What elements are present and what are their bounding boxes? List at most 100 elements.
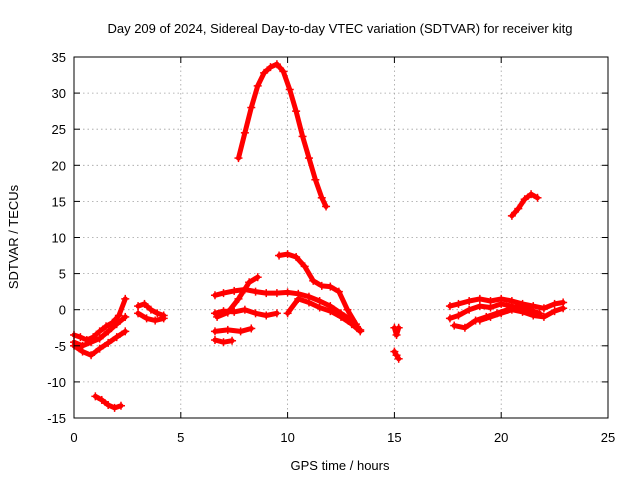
data-point [445, 314, 454, 323]
x-tick-label: 25 [601, 430, 615, 445]
data-point [292, 107, 301, 116]
y-tick-label: -5 [54, 339, 66, 354]
y-tick-label: 35 [52, 50, 66, 65]
data-point [285, 85, 294, 94]
data-point [272, 289, 281, 298]
data-point [518, 307, 527, 316]
y-tick-label: 10 [52, 231, 66, 246]
series-line [135, 310, 167, 323]
data-point [110, 403, 119, 412]
series-mid-d [210, 324, 256, 336]
data-point [326, 307, 335, 316]
data-point [210, 309, 219, 318]
data-point [262, 311, 271, 320]
data-point [104, 327, 113, 336]
data-point [300, 262, 309, 271]
data-point [219, 307, 228, 316]
data-point [95, 344, 104, 353]
data-point [559, 304, 568, 313]
data-point [228, 336, 237, 345]
data-point [210, 291, 219, 300]
data-point [279, 67, 288, 76]
data-point [121, 294, 130, 303]
data-point [343, 305, 352, 314]
data-point [266, 63, 275, 72]
data-point [326, 282, 335, 291]
data-point [112, 333, 121, 342]
data-point [112, 320, 121, 329]
y-tick-label: 0 [59, 303, 66, 318]
data-point [146, 305, 155, 314]
data-point [486, 303, 495, 312]
data-point [550, 307, 559, 316]
data-point [460, 323, 469, 332]
y-tick-label: 25 [52, 122, 66, 137]
data-point [298, 132, 307, 141]
data-point [247, 324, 256, 333]
data-point [219, 338, 228, 347]
data-point [95, 327, 104, 336]
series-line [276, 251, 359, 327]
data-point [294, 294, 303, 303]
data-point [87, 338, 96, 347]
series-mid-g [283, 294, 365, 336]
data-point [283, 309, 292, 318]
data-point [507, 211, 516, 220]
data-point [236, 327, 245, 336]
data-point [153, 309, 162, 318]
y-tick-label: -10 [47, 375, 66, 390]
data-point [151, 316, 160, 325]
data-point [210, 327, 219, 336]
y-tick-label: 30 [52, 86, 66, 101]
series-line [212, 326, 254, 334]
y-tick-label: 15 [52, 194, 66, 209]
data-point [315, 303, 324, 312]
data-point [475, 316, 484, 325]
y-axis-label: SDTVAR / TECUs [6, 184, 21, 289]
series-late-rise [507, 190, 542, 220]
data-point [76, 333, 85, 342]
data-point [337, 312, 345, 321]
data-point [445, 302, 454, 311]
data-point [142, 314, 151, 323]
data-point [356, 327, 365, 336]
data-point [245, 278, 254, 287]
x-tick-label: 10 [280, 430, 294, 445]
data-point [87, 351, 96, 360]
chart-title: Day 209 of 2024, Sidereal Day-to-day VTE… [107, 21, 572, 36]
data-point [262, 289, 271, 298]
data-point [292, 252, 301, 261]
data-point [247, 103, 256, 112]
data-point [497, 299, 506, 308]
data-point [486, 312, 495, 321]
data-point [304, 298, 313, 307]
data-point [394, 354, 403, 363]
data-point [392, 330, 401, 339]
data-point [311, 175, 320, 184]
data-point [260, 68, 269, 77]
data-point [283, 288, 292, 297]
data-point [234, 154, 243, 163]
data-point [104, 338, 113, 347]
data-series [70, 60, 568, 412]
series-night-d [475, 304, 568, 325]
data-point [134, 309, 143, 318]
series-line [477, 305, 566, 323]
x-tick-label: 0 [70, 430, 77, 445]
data-point [347, 320, 356, 329]
data-point [121, 312, 130, 321]
x-axis-label: GPS time / hours [291, 458, 390, 473]
data-point [240, 305, 249, 314]
data-point [134, 302, 143, 311]
data-point [334, 287, 343, 296]
series-evening-spike-low [390, 347, 403, 363]
data-point [514, 204, 523, 213]
data-point [529, 311, 538, 320]
data-point [454, 299, 463, 308]
data-point [272, 60, 281, 69]
data-point [283, 250, 292, 259]
data-point [251, 309, 260, 318]
x-tick-label: 15 [387, 430, 401, 445]
data-point [475, 294, 484, 303]
data-point [550, 299, 559, 308]
